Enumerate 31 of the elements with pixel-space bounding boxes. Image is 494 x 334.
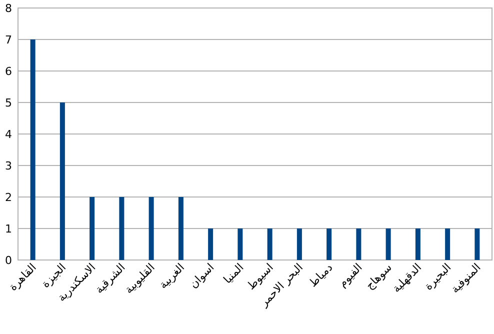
bar: [60, 102, 65, 260]
bar: [90, 197, 95, 260]
bar: [178, 197, 184, 260]
bar: [474, 228, 480, 260]
y-tick-label: 3: [5, 160, 12, 172]
y-tick-label: 6: [5, 65, 12, 78]
y-tick-label: 7: [5, 34, 12, 46]
bar: [30, 40, 36, 260]
bar: [148, 197, 154, 260]
bar: [415, 228, 420, 260]
x-tick-label: الفيوم: [336, 260, 365, 290]
y-tick-label: 5: [5, 96, 12, 110]
x-tick-label: اسوان: [186, 260, 217, 291]
bar: [267, 228, 272, 260]
y-tick-label: 0: [5, 254, 12, 267]
bar: [238, 228, 243, 260]
bar: [296, 228, 302, 260]
bar: [119, 197, 124, 260]
bar: [326, 228, 332, 260]
y-tick-label: 2: [5, 191, 12, 204]
x-tick-label: المنيا: [221, 260, 246, 286]
x-tick-label: دمياط: [306, 260, 336, 290]
y-tick-label: 4: [5, 128, 12, 141]
y-tick-label: 8: [5, 2, 12, 15]
bar: [445, 228, 450, 260]
x-tick-label: البحيرة: [422, 260, 454, 293]
y-tick-label: 1: [5, 222, 12, 236]
x-tick-label: الغربية: [156, 260, 188, 292]
bar: [386, 228, 391, 260]
bar: [208, 228, 214, 260]
bar: [356, 228, 362, 260]
